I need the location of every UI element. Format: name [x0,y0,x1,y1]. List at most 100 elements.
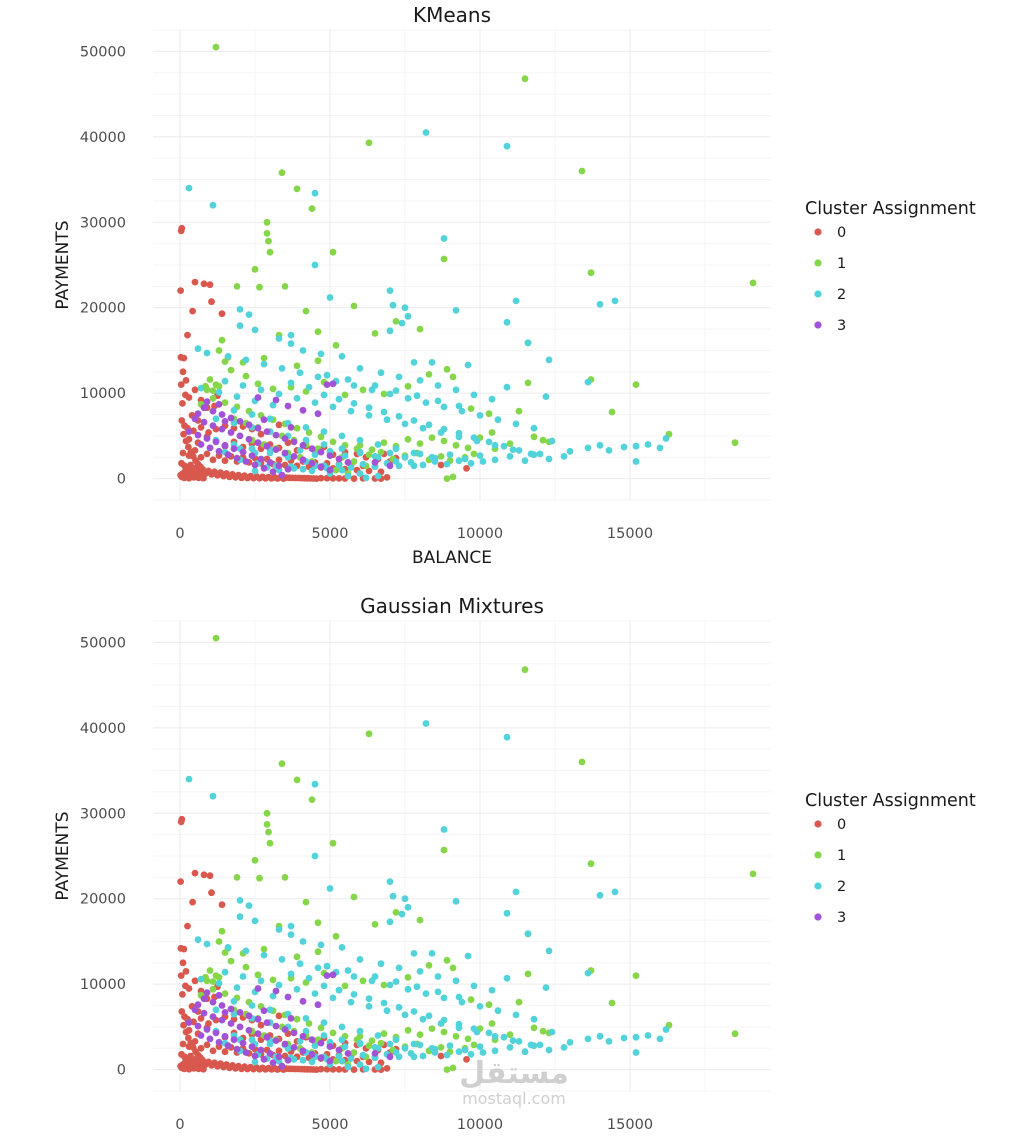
data-point-cluster-1 [416,325,424,333]
data-point-cluster-2 [194,936,202,944]
data-point-cluster-3 [218,425,226,433]
data-point-cluster-2 [500,442,508,450]
data-point-cluster-3 [260,465,268,472]
data-point-cluster-0 [437,461,445,469]
data-point-cluster-3 [335,455,343,463]
data-point-cluster-2 [596,891,604,899]
data-point-cluster-2 [422,399,430,406]
data-point-cluster-3 [221,1032,229,1040]
data-point-cluster-1 [308,796,316,803]
data-point-cluster-1 [731,1030,739,1038]
data-point-cluster-1 [452,1032,460,1040]
data-point-cluster-0 [189,307,197,315]
data-point-cluster-2 [293,985,301,993]
data-point-cluster-1 [278,169,286,177]
data-point-cluster-3 [290,1029,298,1037]
y-tick-label: 0 [117,472,126,488]
data-point-cluster-3 [371,459,379,466]
data-point-cluster-1 [203,977,211,985]
data-point-cluster-1 [539,436,547,444]
data-point-cluster-2 [320,982,328,990]
data-point-cluster-2 [545,455,553,463]
data-point-cluster-2 [347,407,355,415]
legend-marker-2 [814,882,822,890]
data-point-cluster-2 [329,994,337,1002]
data-point-cluster-0 [208,298,215,306]
data-point-cluster-2 [311,852,319,860]
data-point-cluster-2 [410,1040,418,1048]
series-3 [185,380,394,479]
data-point-cluster-1 [425,962,433,969]
data-point-cluster-1 [266,248,274,256]
data-point-cluster-3 [299,441,307,449]
data-point-cluster-1 [449,964,457,972]
data-point-cluster-0 [200,280,208,288]
data-point-cluster-2 [422,720,430,727]
data-point-cluster-1 [254,380,262,388]
data-point-cluster-1 [293,424,301,432]
data-point-cluster-2 [338,445,346,453]
data-point-cluster-1 [263,230,271,237]
data-point-cluster-1 [305,1020,313,1027]
data-point-cluster-3 [218,411,226,418]
data-point-cluster-1 [251,265,259,273]
data-point-cluster-0 [187,1052,194,1060]
data-point-cluster-2 [338,944,346,951]
series-2 [185,720,670,1073]
data-point-cluster-2 [194,345,202,353]
data-point-cluster-0 [178,815,186,823]
data-point-cluster-2 [392,445,400,453]
data-point-cluster-2 [374,453,382,461]
data-point-cluster-3 [284,1056,292,1064]
data-point-cluster-3 [272,987,280,995]
x-tick-label: 0 [175,1117,184,1133]
data-point-cluster-2 [239,382,247,389]
data-point-cluster-1 [443,475,451,482]
watermark-latin: mostaql.com [462,1089,566,1108]
data-point-cluster-2 [503,318,511,326]
y-tick-label: 10000 [80,386,126,402]
data-point-cluster-2 [365,412,373,419]
data-point-cluster-3 [254,1015,262,1023]
data-point-cluster-2 [524,339,532,347]
data-point-cluster-3 [254,1030,262,1038]
data-point-cluster-2 [356,365,364,372]
data-point-cluster-2 [314,373,322,381]
chart-title: Gaussian Mixtures [360,594,544,618]
data-point-cluster-2 [320,428,328,435]
data-point-cluster-1 [350,1049,358,1056]
data-point-cluster-2 [230,419,238,427]
data-point-cluster-3 [386,1053,394,1061]
data-point-cluster-2 [197,975,205,983]
data-point-cluster-3 [386,462,394,470]
data-point-cluster-2 [548,1028,556,1036]
data-point-cluster-1 [215,973,223,981]
data-point-cluster-3 [269,1059,277,1067]
data-point-cluster-1 [365,451,373,459]
data-point-cluster-1 [449,473,457,481]
data-point-cluster-3 [251,1052,259,1060]
data-point-cluster-3 [272,1037,280,1044]
data-point-cluster-3 [281,435,289,442]
data-point-cluster-1 [440,846,448,854]
data-point-cluster-1 [206,376,214,383]
data-point-cluster-0 [180,354,188,362]
y-tick-label: 10000 [80,977,126,993]
data-point-cluster-1 [404,973,412,981]
data-point-cluster-2 [488,395,496,403]
data-point-cluster-2 [356,470,364,477]
data-point-cluster-2 [374,441,382,448]
data-point-cluster-1 [632,972,640,979]
data-point-cluster-2 [506,453,514,460]
data-point-cluster-1 [356,441,364,449]
data-point-cluster-1 [263,218,271,226]
data-point-cluster-2 [197,384,205,392]
data-point-cluster-2 [542,393,550,400]
data-point-cluster-3 [263,1019,271,1026]
data-point-cluster-2 [404,394,412,402]
data-point-cluster-2 [410,950,418,957]
data-point-cluster-1 [365,1042,373,1050]
data-point-cluster-3 [197,1032,205,1039]
data-point-cluster-2 [383,1007,391,1015]
legend-marker-2 [814,290,822,298]
